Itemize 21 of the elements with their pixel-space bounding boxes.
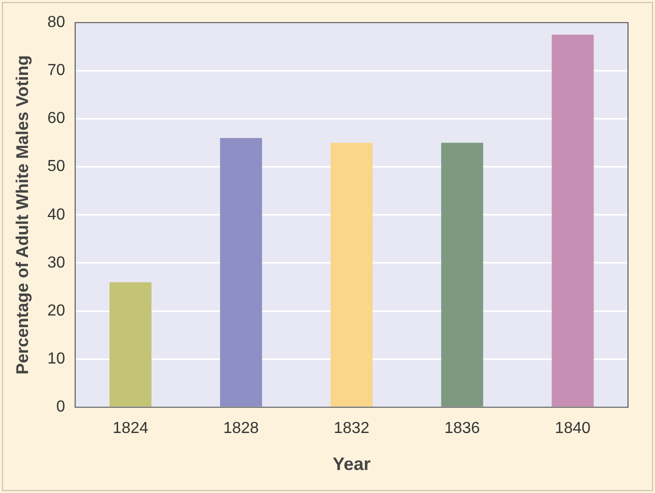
x-tick-label: 1824 [112,420,148,438]
x-tick-label: 1836 [444,420,480,438]
y-axis-title: Percentage of Adult White Males Voting [12,55,32,375]
bar [441,142,484,406]
y-tick-label: 40 [47,206,66,224]
y-tick-label: 80 [47,14,66,32]
y-tick-label: 60 [47,110,66,128]
y-tick-label: 10 [47,350,66,368]
y-tick-label: 50 [47,158,66,176]
bar [109,282,152,406]
y-tick-label: 70 [47,62,66,80]
y-tick-label: 0 [56,398,66,416]
bar [220,138,262,406]
x-axis-title: Year [332,454,371,474]
bar [552,34,594,406]
bar [330,142,373,406]
x-tick-label: 1840 [554,420,591,438]
y-tick-label: 30 [47,254,66,272]
x-tick-label: 1832 [334,420,370,438]
y-tick-label: 20 [47,302,66,320]
x-tick-label: 1828 [223,420,259,438]
